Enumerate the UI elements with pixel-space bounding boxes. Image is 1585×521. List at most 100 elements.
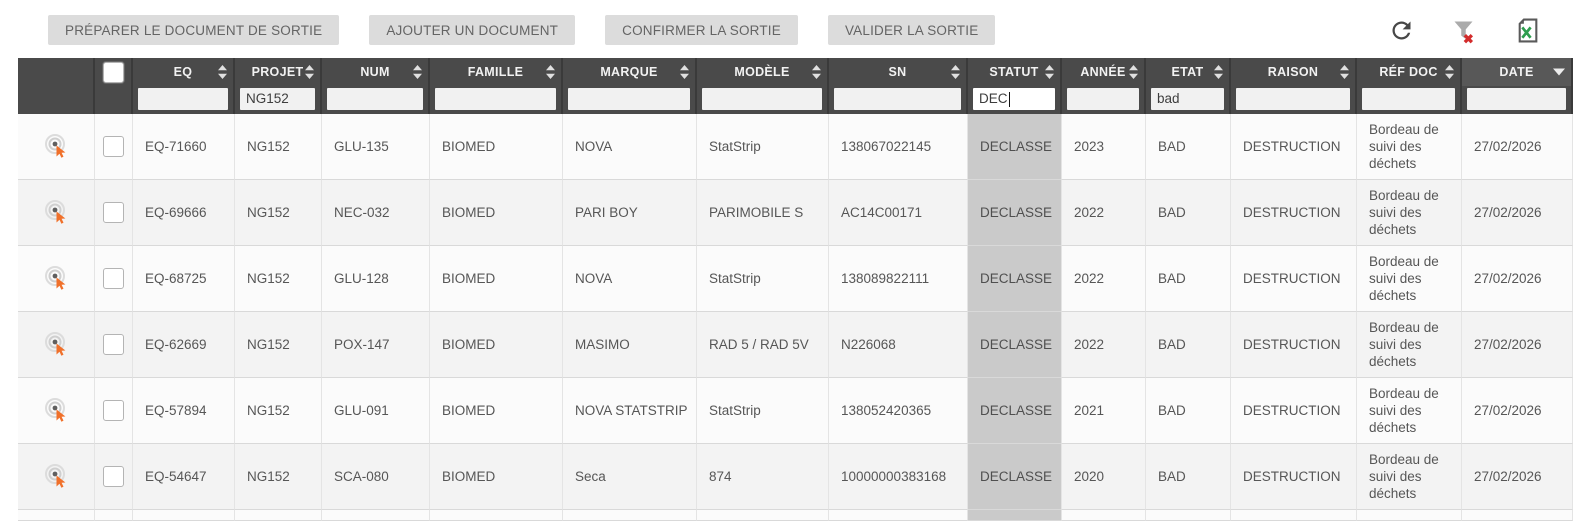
cell-value: NOVA STATSTRIP — [575, 402, 688, 418]
cell-value: NEC-032 — [334, 204, 390, 220]
validate-exit-button[interactable]: VALIDER LA SORTIE — [827, 15, 996, 45]
confirm-exit-button[interactable]: CONFIRMER LA SORTIE — [605, 15, 798, 45]
column-header-sn[interactable]: SN — [829, 58, 968, 86]
sort-icon[interactable] — [679, 64, 690, 80]
column-header-marque[interactable]: MARQUE — [563, 58, 697, 86]
add-document-button[interactable]: AJOUTER UN DOCUMENT — [369, 15, 576, 45]
column-label-raison: RAISON — [1267, 65, 1319, 79]
row-checkbox[interactable] — [103, 202, 124, 223]
refresh-icon[interactable] — [1388, 17, 1415, 44]
sort-icon[interactable] — [545, 64, 556, 80]
sort-icon[interactable] — [811, 64, 822, 80]
filter-value: bad — [1157, 91, 1180, 106]
cell-projet: NG152 — [235, 444, 322, 510]
cell-value: GLU-128 — [334, 270, 389, 286]
column-header-raison[interactable]: RAISON — [1231, 58, 1357, 86]
cell-value: NG152 — [247, 138, 290, 154]
filter-input-sn[interactable] — [834, 88, 961, 110]
filter-input-annee[interactable] — [1067, 88, 1139, 110]
export-excel-icon[interactable] — [1515, 17, 1542, 44]
select-target-icon[interactable] — [43, 331, 70, 358]
column-header-date[interactable]: DATE — [1462, 58, 1573, 86]
column-header-annee[interactable]: ANNÉE — [1062, 58, 1146, 86]
filter-input-marque[interactable] — [568, 88, 690, 110]
cell-value: EQ-71660 — [145, 138, 207, 154]
cell-value: DESTRUCTION — [1243, 402, 1341, 418]
filter-input-famille[interactable] — [435, 88, 556, 110]
cell-value: Bordeau de suivi des déchets — [1369, 187, 1439, 238]
filter-input-date[interactable] — [1467, 88, 1566, 110]
select-target-icon[interactable] — [43, 463, 70, 490]
filter-input-eq[interactable] — [138, 88, 228, 110]
cell-statut: DECLASSE — [968, 180, 1062, 246]
cell-value: 2020 — [1074, 468, 1105, 484]
column-label-num: NUM — [360, 65, 390, 79]
cell-annee: 2022 — [1062, 180, 1146, 246]
sort-icon[interactable] — [412, 64, 423, 80]
select-target-icon[interactable] — [43, 133, 70, 160]
cell-sn: 138052420365 — [829, 378, 968, 444]
cell-num: POX-147 — [322, 312, 430, 378]
cell-etat: BAD — [1146, 312, 1231, 378]
column-header-etat[interactable]: ETAT — [1146, 58, 1231, 86]
sort-icon[interactable] — [217, 64, 228, 80]
cell-etat: BAD — [1146, 114, 1231, 180]
cell-num: NEC-032 — [322, 180, 430, 246]
filter-input-num[interactable] — [327, 88, 423, 110]
column-header-famille[interactable]: FAMILLE — [430, 58, 563, 86]
cell-value: DESTRUCTION — [1243, 204, 1341, 220]
cell-eq: EQ-68725 — [133, 246, 235, 312]
sort-icon[interactable] — [1339, 64, 1350, 80]
filter-input-raison[interactable] — [1236, 88, 1350, 110]
cell-value: BIOMED — [442, 270, 496, 286]
sort-icon[interactable] — [950, 64, 961, 80]
cell-refdoc: Bordeau de suivi des déchets — [1357, 180, 1462, 246]
cell-select — [95, 246, 133, 312]
cell-value: DECLASSE — [980, 336, 1053, 352]
cell-value: 27/02/2026 — [1474, 204, 1542, 220]
column-header-statut[interactable]: STATUT — [968, 58, 1062, 86]
cell-value: GLU-091 — [334, 402, 389, 418]
filter-input-projet[interactable]: NG152 — [240, 88, 315, 110]
column-label-date: DATE — [1499, 65, 1534, 79]
row-checkbox[interactable] — [103, 400, 124, 421]
row-checkbox[interactable] — [103, 136, 124, 157]
column-header-num[interactable]: NUM — [322, 58, 430, 86]
cell-annee: 2020 — [1062, 444, 1146, 510]
prepare-exit-document-button[interactable]: PRÉPARER LE DOCUMENT DE SORTIE — [48, 15, 340, 45]
cell-value: BIOMED — [442, 402, 496, 418]
row-checkbox[interactable] — [103, 466, 124, 487]
select-target-icon[interactable] — [43, 199, 70, 226]
select-all-checkbox[interactable] — [102, 61, 124, 83]
cell-value: 27/02/2026 — [1474, 402, 1542, 418]
cell-annee: 2023 — [1062, 114, 1146, 180]
sort-icon[interactable] — [1444, 64, 1455, 80]
row-checkbox[interactable] — [103, 268, 124, 289]
cell-value: 10000000383168 — [841, 468, 947, 484]
sort-icon[interactable] — [304, 64, 315, 80]
column-header-eq[interactable]: EQ — [133, 58, 235, 86]
select-target-icon[interactable] — [43, 397, 70, 424]
clear-filter-icon[interactable] — [1450, 17, 1477, 44]
select-target-icon[interactable] — [43, 265, 70, 292]
sort-icon[interactable] — [1044, 64, 1055, 80]
sort-desc-icon[interactable] — [1552, 68, 1566, 77]
filter-cell-sn — [829, 86, 968, 114]
sort-icon[interactable] — [1128, 64, 1139, 80]
filter-input-modele[interactable] — [702, 88, 822, 110]
column-header-modele[interactable]: MODÈLE — [697, 58, 829, 86]
cell-value: BIOMED — [442, 336, 496, 352]
cell-value: DECLASSE — [980, 402, 1053, 418]
filter-input-refdoc[interactable] — [1362, 88, 1455, 110]
filter-input-etat[interactable]: bad — [1151, 88, 1224, 110]
sort-icon[interactable] — [1213, 64, 1224, 80]
row-checkbox[interactable] — [103, 334, 124, 355]
filter-input-statut[interactable]: DEC — [973, 88, 1055, 110]
cell-sn: N226068 — [829, 312, 968, 378]
column-header-projet[interactable]: PROJET — [235, 58, 322, 86]
column-header-refdoc[interactable]: RÉF DOC — [1357, 58, 1462, 86]
cell-value: N226068 — [841, 336, 896, 352]
table-row: EQ-62669 NG152 POX-147 BIOMED MASIMO RAD 5 / … — [18, 312, 1573, 378]
cell-eq: EQ-54647 — [133, 444, 235, 510]
